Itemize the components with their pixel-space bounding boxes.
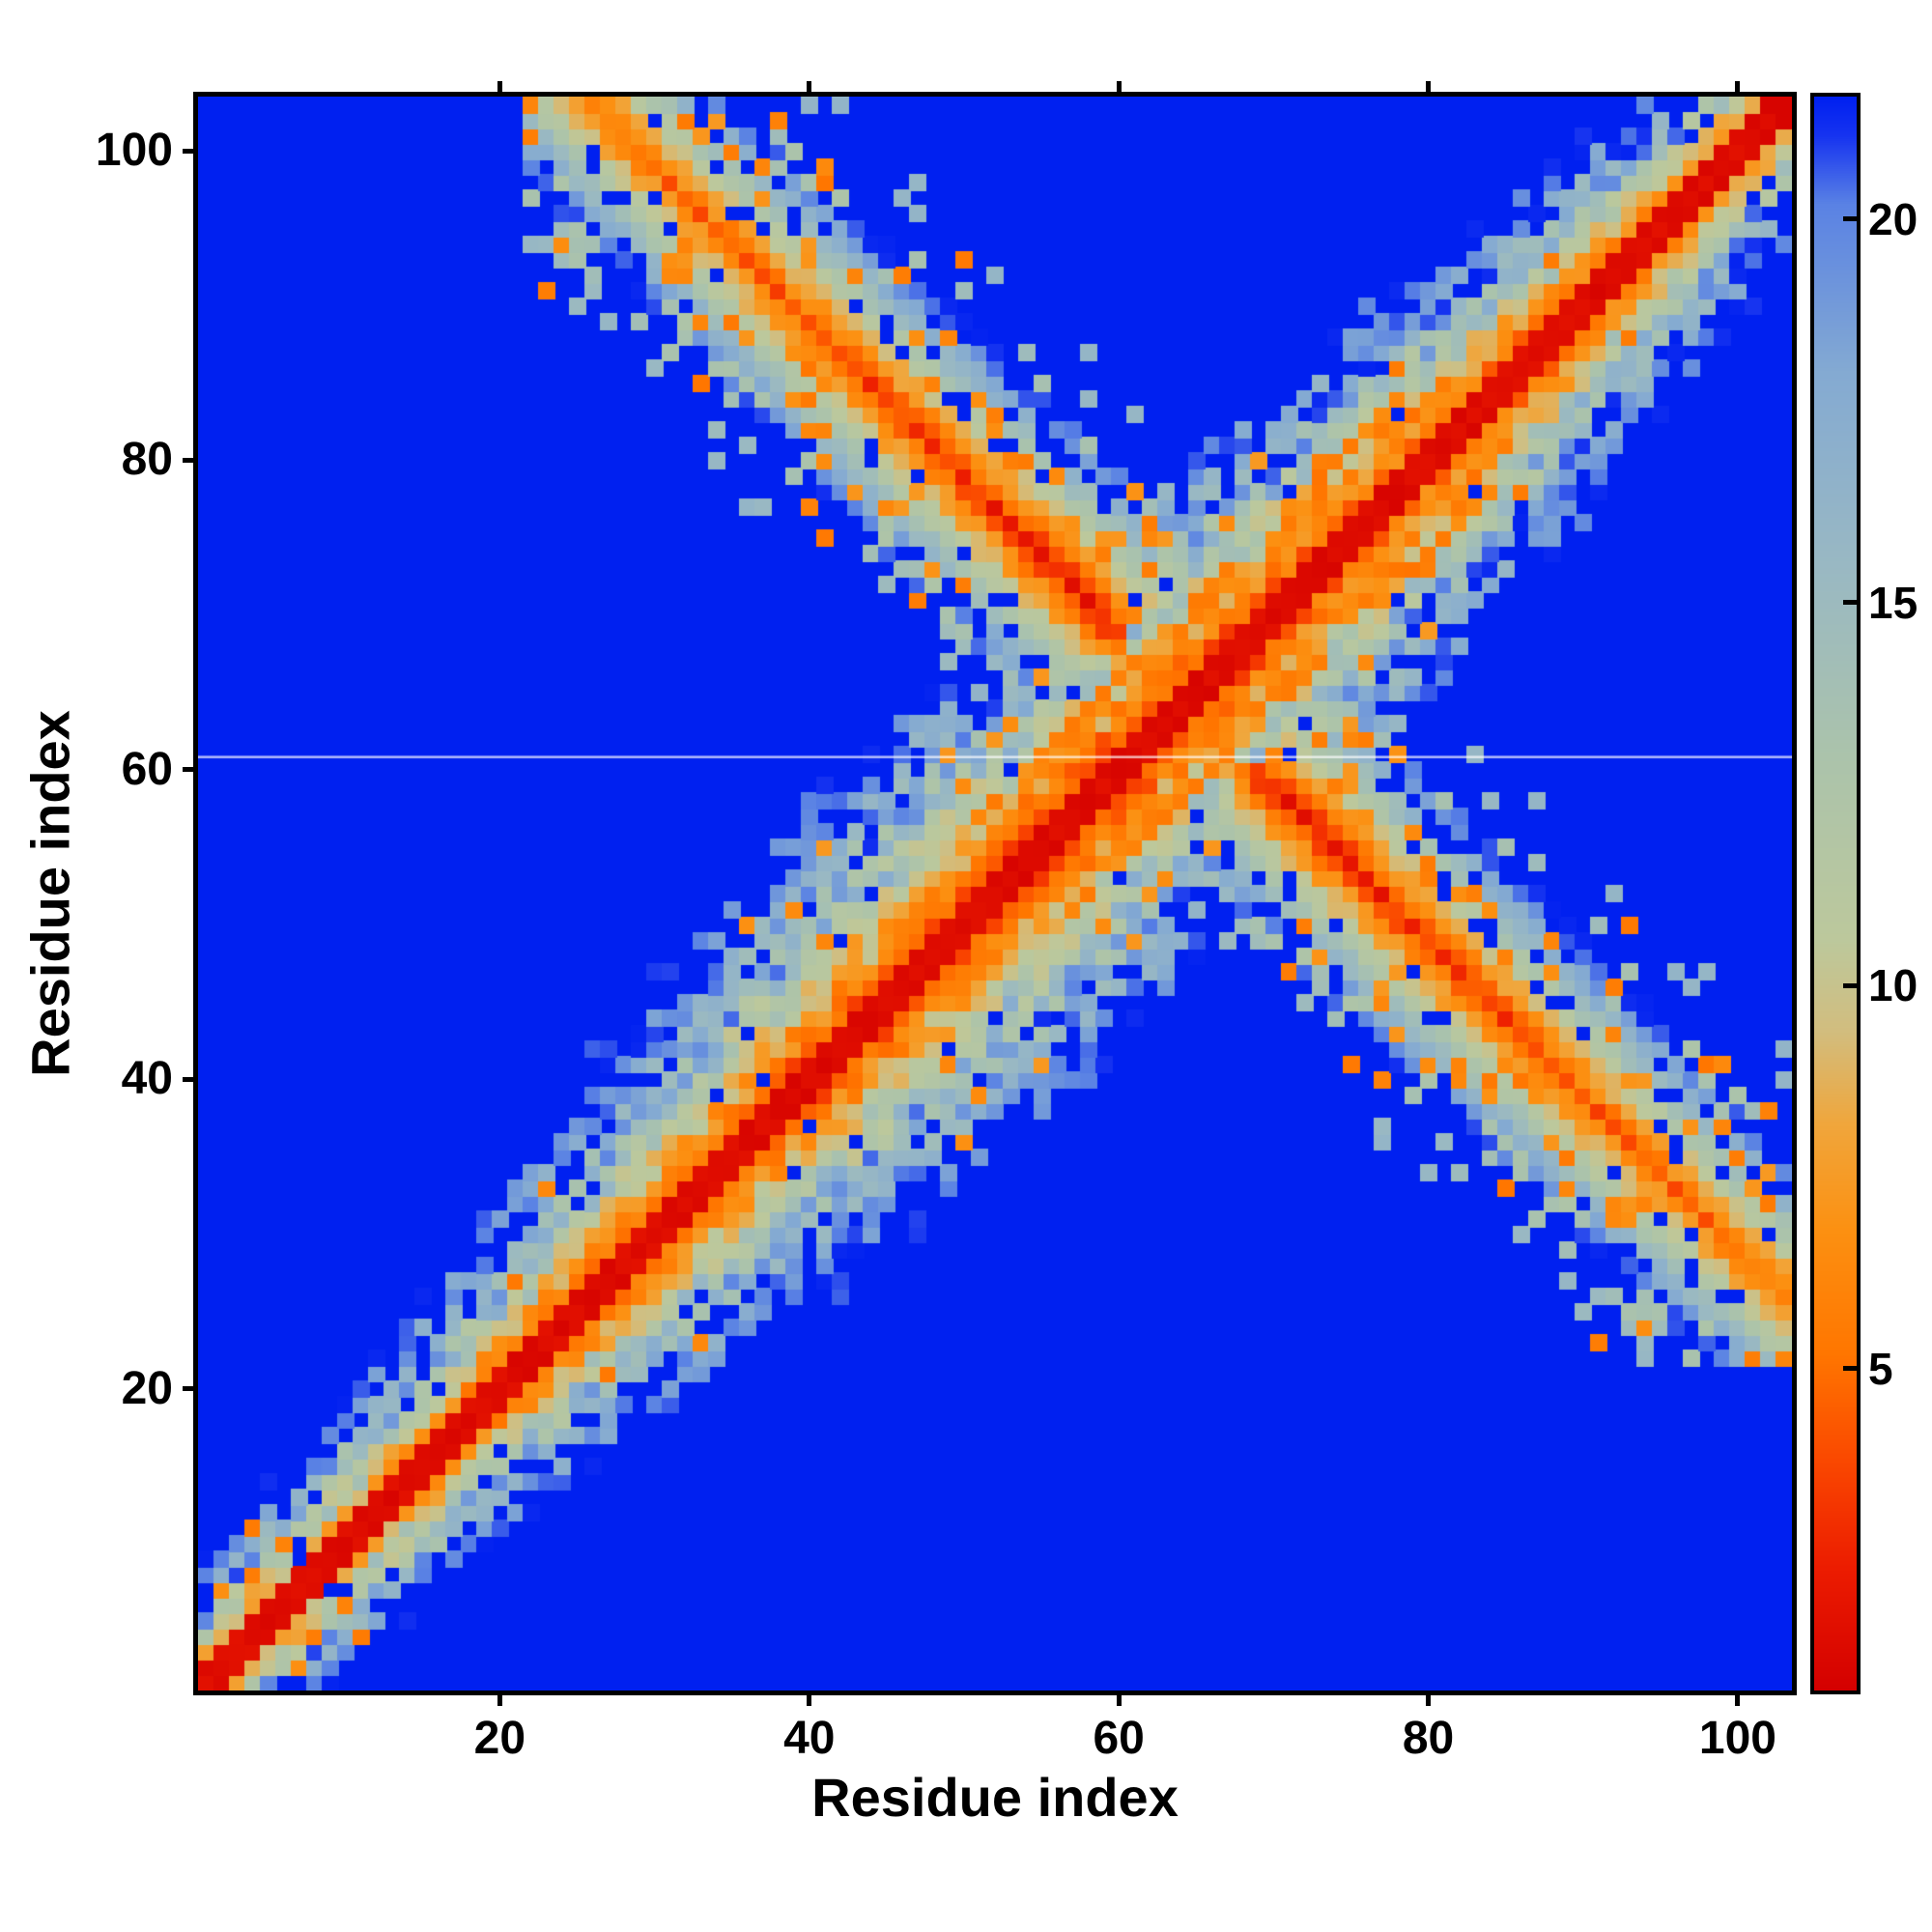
plot-area <box>193 92 1797 1695</box>
y-tick-mark <box>183 457 198 463</box>
y-tick-mark <box>183 1386 198 1392</box>
y-tick-label: 100 <box>95 125 173 177</box>
y-tick-mark <box>183 148 198 154</box>
x-top-tick-mark <box>497 81 502 97</box>
x-tick-mark <box>1116 1690 1122 1706</box>
x-tick-label: 40 <box>783 1713 836 1764</box>
y-tick-mark <box>183 1076 198 1082</box>
colorbar-tick-label: 10 <box>1868 960 1918 1011</box>
x-top-tick-mark <box>1735 81 1741 97</box>
y-tick-label: 40 <box>121 1053 173 1105</box>
x-tick-label: 60 <box>1093 1713 1145 1764</box>
x-top-tick-mark <box>807 81 812 97</box>
colorbar-canvas <box>1814 97 1857 1690</box>
colorbar-tick-mark <box>1843 216 1857 222</box>
colorbar-tick-label: 20 <box>1868 193 1918 244</box>
x-tick-mark <box>497 1690 502 1706</box>
heatmap-canvas <box>198 97 1792 1690</box>
x-axis-label: Residue index <box>811 1767 1179 1828</box>
x-top-tick-mark <box>1116 81 1122 97</box>
y-tick-label: 80 <box>121 434 173 486</box>
colorbar <box>1810 93 1861 1694</box>
x-top-tick-mark <box>1426 81 1432 97</box>
y-tick-label: 60 <box>121 743 173 795</box>
x-tick-label: 100 <box>1698 1713 1776 1764</box>
colorbar-tick-label: 15 <box>1868 577 1918 628</box>
x-tick-label: 20 <box>473 1713 526 1764</box>
colorbar-tick-mark <box>1843 982 1857 988</box>
colorbar-tick-mark <box>1843 1366 1857 1372</box>
x-tick-label: 80 <box>1402 1713 1455 1764</box>
x-tick-mark <box>807 1690 812 1706</box>
colorbar-tick-mark <box>1843 600 1857 606</box>
x-tick-mark <box>1735 1690 1741 1706</box>
x-tick-mark <box>1426 1690 1432 1706</box>
y-tick-mark <box>183 767 198 773</box>
y-tick-label: 20 <box>121 1362 173 1414</box>
colorbar-tick-label: 5 <box>1868 1343 1893 1394</box>
